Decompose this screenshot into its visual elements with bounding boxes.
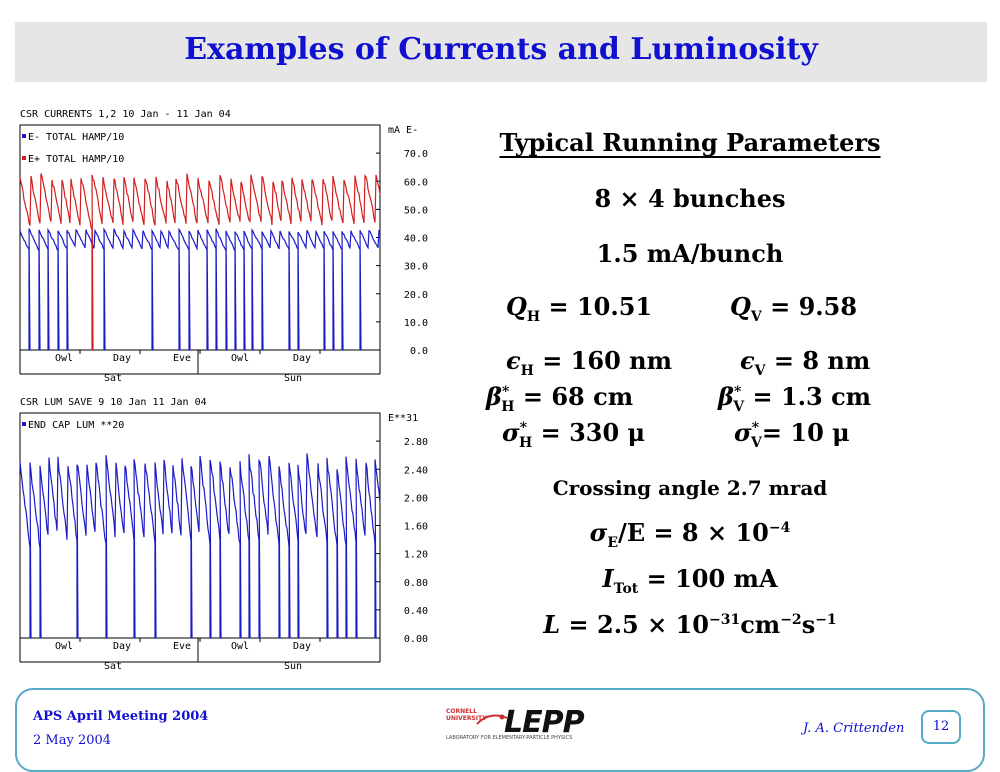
param-emittance-v: ϵV = 8 nm (740, 346, 871, 379)
series-line (19, 453, 381, 639)
param-tune-h: QH = 10.51 (506, 292, 653, 325)
y-tick-label: 30.0 (404, 262, 428, 273)
legend-entry: E+ TOTAL HAMP/10 (28, 154, 124, 165)
param-sigma-v: σ*V= 10 μ (734, 418, 850, 451)
x-tick-label: Owl (55, 353, 73, 364)
y-tick-label: 2.00 (404, 493, 428, 504)
param-energy-spread: σE/E = 8 × 10−4 (589, 518, 791, 551)
x-tick-label: Eve (173, 641, 191, 652)
param-beta-h: β*H = 68 cm (486, 382, 634, 415)
y-tick-label: 20.0 (404, 290, 428, 301)
y-tick-label: 0.0 (410, 346, 428, 357)
param-beta-v: β*V = 1.3 cm (718, 382, 872, 415)
series-line (19, 227, 381, 351)
y-tick-label: 50.0 (404, 205, 428, 216)
logo-tagline: LABORATORY FOR ELEMENTARY-PARTICLE PHYSI… (446, 735, 573, 741)
legend-entry: E- TOTAL HAMP/10 (28, 132, 124, 143)
legend-marker (22, 422, 26, 426)
plot-frame (19, 412, 381, 639)
y-tick-label: 0.80 (404, 578, 428, 589)
legend-entry: END CAP LUM **20 (28, 420, 124, 431)
x-tick-label: Day (293, 641, 311, 652)
logo-cornell: CORNELL (446, 708, 477, 715)
logo-university: UNIVERSITY (446, 715, 487, 722)
logo-swoosh-icon (476, 714, 508, 725)
y-tick-label: 1.60 (404, 522, 428, 533)
x-tick-label: Owl (231, 353, 249, 364)
x-day-label: Sun (284, 373, 302, 384)
y-tick-label: 1.20 (404, 550, 428, 561)
param-current-per-bunch: 1.5 mA/bunch (596, 239, 784, 268)
legend-marker (22, 134, 26, 138)
param-luminosity: L = 2.5 × 10−31cm−2s−1 (543, 610, 837, 639)
chart-title: CSR LUM SAVE 9 10 Jan 11 Jan 04 (20, 397, 207, 408)
y-tick-label: 60.0 (404, 177, 428, 188)
slide-title: Examples of Currents and Luminosity (184, 32, 818, 67)
footer-date: 2 May 2004 (33, 733, 112, 748)
logo-text: LEPP (504, 705, 585, 740)
y-tick-label: 2.40 (404, 465, 428, 476)
y-axis-label: E**31 (388, 413, 418, 424)
param-tune-v: QV = 9.58 (730, 292, 858, 325)
param-bunches: 8 × 4 bunches (594, 184, 786, 213)
page-number: 12 (921, 710, 961, 744)
param-crossing-angle: Crossing angle 2.7 mrad (552, 476, 828, 500)
x-tick-label: Owl (55, 641, 73, 652)
legend-marker (22, 156, 26, 160)
series-line (19, 173, 381, 351)
y-tick-label: 2.80 (404, 437, 428, 448)
y-axis-label: mA E- (388, 125, 418, 136)
x-day-label: Sat (104, 661, 122, 672)
lepp-logo: CORNELL UNIVERSITY LEPP LABORATORY FOR E… (446, 704, 586, 742)
y-tick-label: 10.0 (404, 318, 428, 329)
y-tick-label: 0.40 (404, 606, 428, 617)
x-day-label: Sat (104, 373, 122, 384)
x-tick-label: Day (113, 353, 131, 364)
footer-author: J. A. Crittenden (803, 721, 905, 736)
chart-title: CSR CURRENTS 1,2 10 Jan - 11 Jan 04 (20, 109, 231, 120)
x-tick-label: Owl (231, 641, 249, 652)
footer-meeting: APS April Meeting 2004 (33, 709, 209, 724)
param-total-current: ITot = 100 mA (602, 564, 778, 597)
currents-chart-svg: CSR CURRENTS 1,2 10 Jan - 11 Jan 04 mA E-… (19, 109, 428, 384)
y-tick-label: 40.0 (404, 234, 428, 245)
x-day-label: Sun (284, 661, 302, 672)
x-tick-label: Day (293, 353, 311, 364)
param-sigma-h: σ*H = 330 μ (502, 418, 646, 451)
currents-chart: CSR CURRENTS 1,2 10 Jan - 11 Jan 04 mA E-… (18, 105, 438, 385)
y-tick-label: 70.0 (404, 149, 428, 160)
params-heading: Typical Running Parameters (499, 128, 881, 157)
luminosity-chart: CSR LUM SAVE 9 10 Jan 11 Jan 04 E**31 2.80… (18, 393, 438, 673)
y-tick-label: 0.00 (404, 634, 428, 645)
luminosity-chart-svg: CSR LUM SAVE 9 10 Jan 11 Jan 04 E**31 2.80… (19, 397, 428, 672)
x-tick-label: Eve (173, 353, 191, 364)
x-tick-label: Day (113, 641, 131, 652)
title-bar: Examples of Currents and Luminosity (15, 22, 987, 82)
param-emittance-h: ϵH = 160 nm (506, 346, 672, 379)
